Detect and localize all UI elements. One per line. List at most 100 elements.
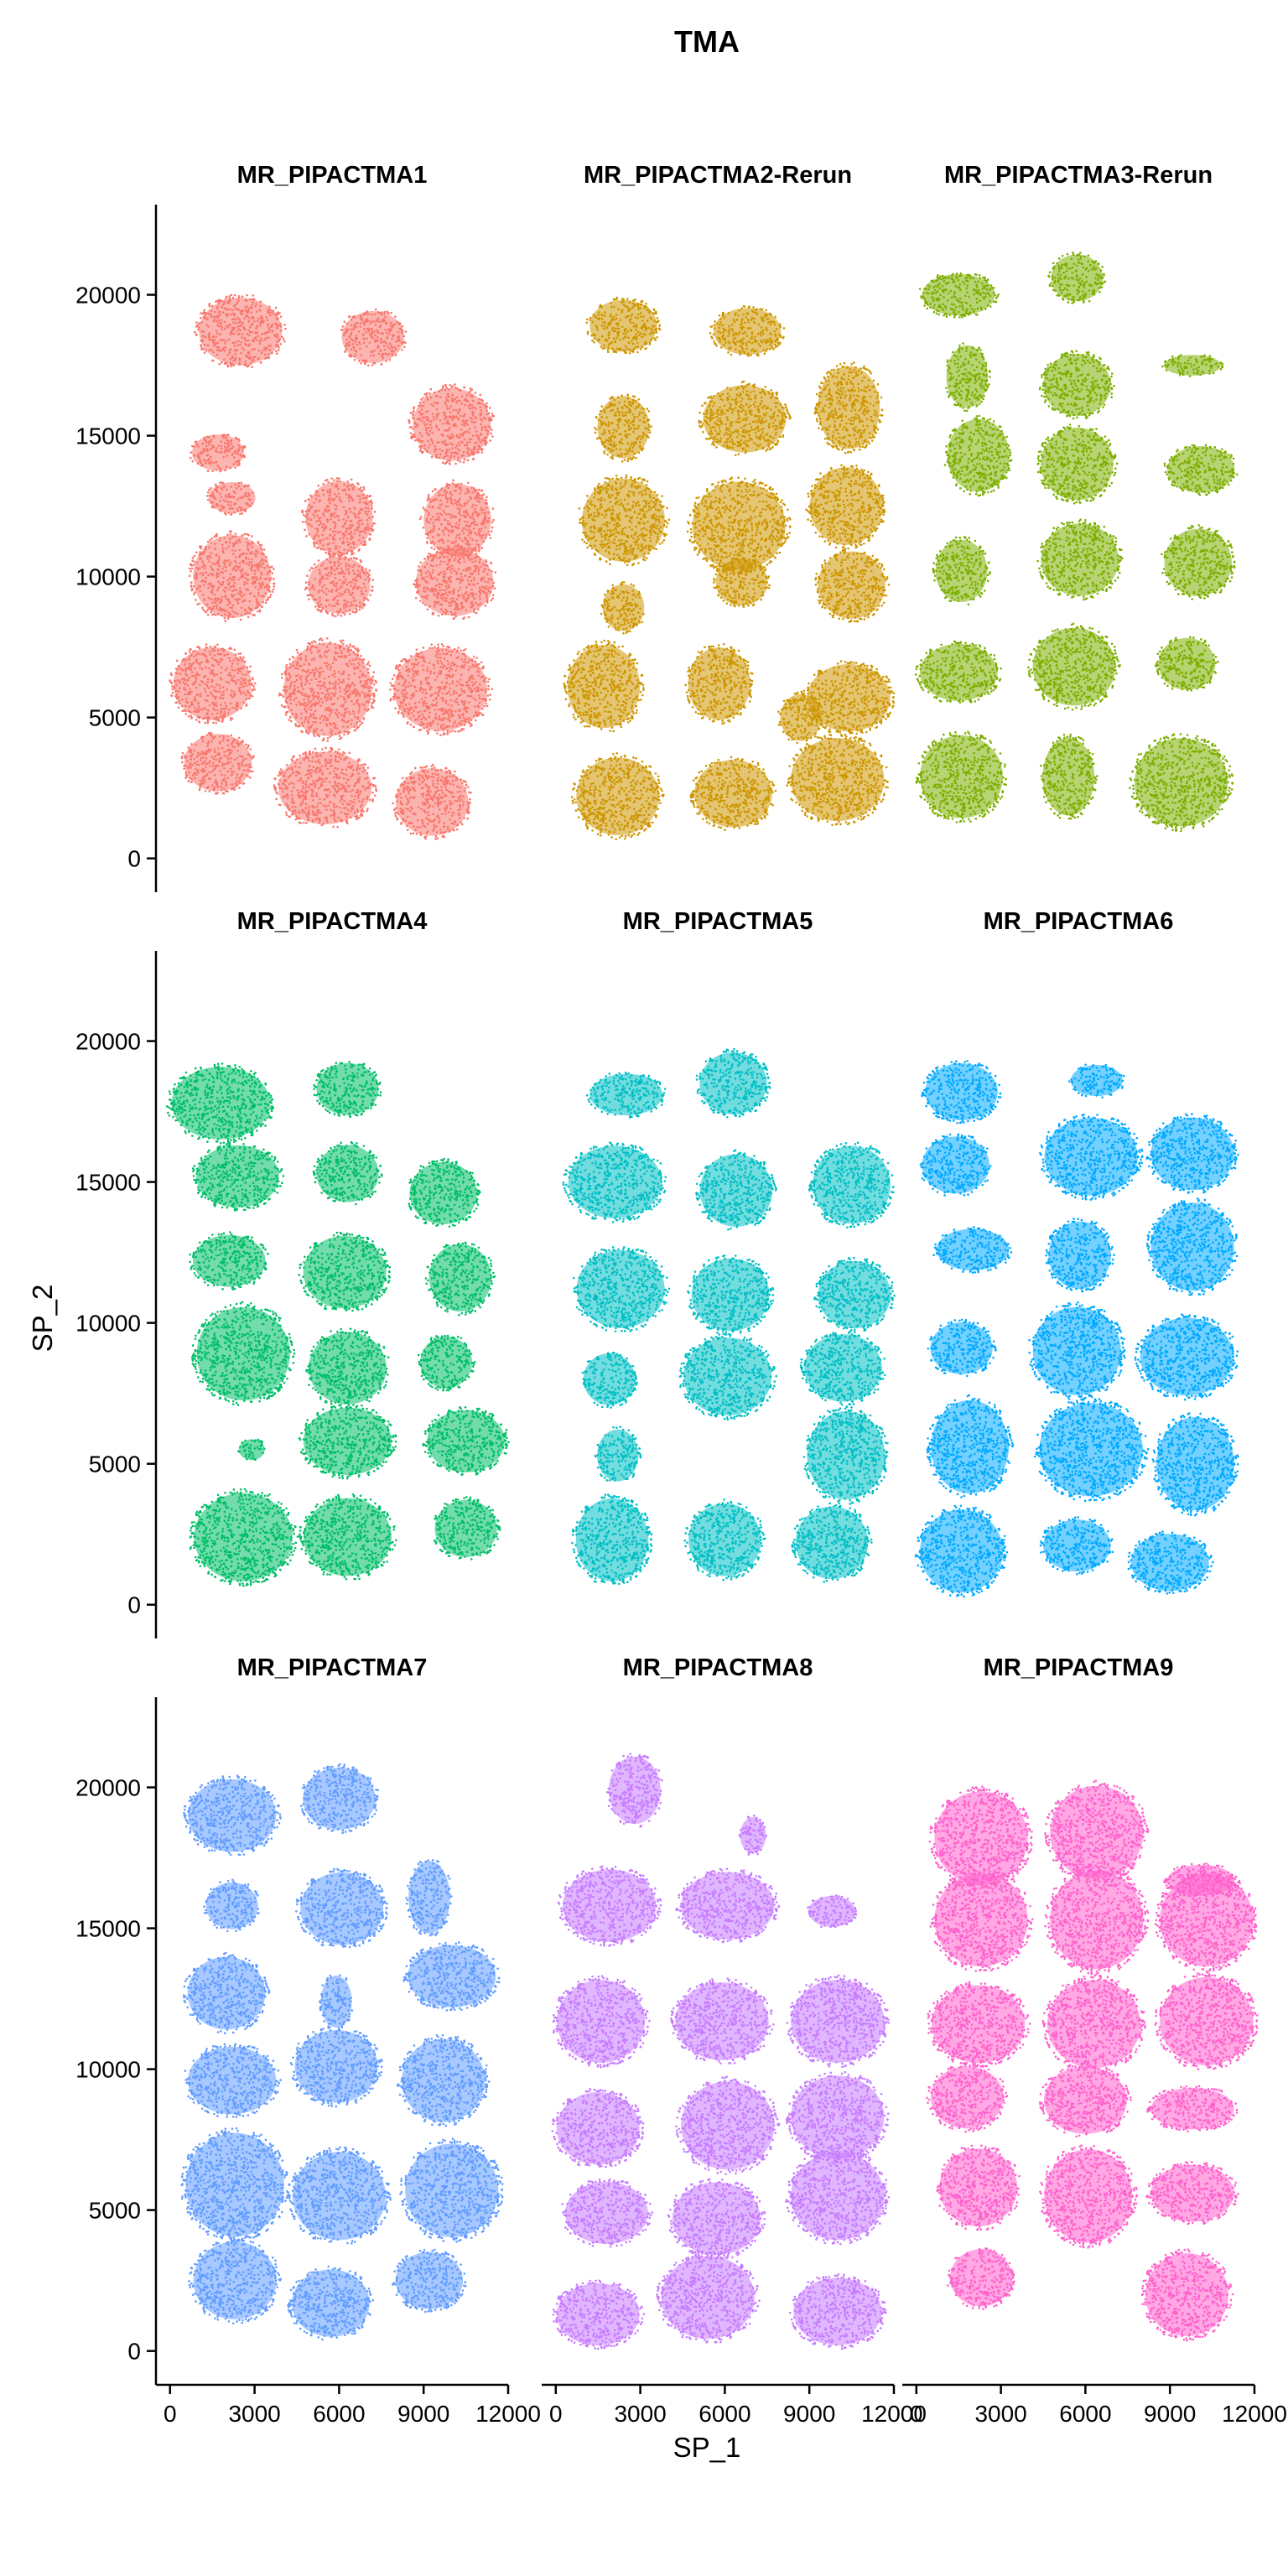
data-point bbox=[447, 429, 449, 432]
data-point bbox=[269, 314, 272, 317]
data-point bbox=[356, 528, 359, 531]
data-point bbox=[209, 449, 211, 451]
data-point bbox=[330, 515, 332, 517]
data-point bbox=[190, 457, 192, 460]
data-point bbox=[383, 345, 386, 348]
data-point bbox=[353, 543, 356, 545]
data-point bbox=[216, 607, 218, 610]
data-point bbox=[438, 441, 440, 444]
data-point bbox=[351, 332, 353, 335]
data-point bbox=[355, 353, 357, 356]
data-point bbox=[208, 489, 210, 491]
data-point bbox=[308, 499, 310, 501]
data-point bbox=[211, 563, 214, 565]
data-point bbox=[230, 314, 232, 316]
data-point bbox=[223, 308, 226, 310]
data-point bbox=[227, 501, 230, 503]
data-point bbox=[486, 506, 488, 509]
data-point bbox=[211, 305, 214, 308]
data-point bbox=[467, 500, 470, 502]
data-point bbox=[224, 445, 226, 448]
data-point bbox=[278, 346, 280, 349]
data-point bbox=[245, 572, 247, 574]
data-point bbox=[377, 336, 379, 339]
data-point bbox=[361, 543, 364, 546]
data-point bbox=[263, 567, 266, 569]
data-point bbox=[210, 565, 212, 568]
data-point bbox=[425, 427, 428, 429]
tissue-core bbox=[340, 309, 407, 366]
data-point bbox=[238, 363, 241, 366]
data-point bbox=[353, 506, 356, 509]
data-point bbox=[243, 509, 246, 512]
data-point bbox=[339, 480, 341, 483]
data-point bbox=[271, 311, 273, 314]
data-point bbox=[247, 315, 249, 318]
data-point bbox=[231, 590, 234, 593]
data-point bbox=[346, 541, 349, 543]
data-point bbox=[412, 417, 414, 419]
data-point bbox=[205, 336, 207, 339]
data-point bbox=[204, 351, 206, 354]
data-point bbox=[273, 313, 276, 315]
data-point bbox=[452, 529, 454, 532]
data-point bbox=[261, 566, 263, 569]
data-point bbox=[492, 507, 495, 510]
data-point bbox=[474, 532, 476, 534]
data-point bbox=[447, 540, 449, 543]
data-point bbox=[329, 533, 331, 536]
data-point bbox=[422, 527, 424, 529]
data-point bbox=[314, 535, 316, 538]
data-point bbox=[375, 324, 377, 326]
data-point bbox=[330, 528, 332, 531]
data-point bbox=[273, 588, 275, 590]
data-point bbox=[251, 569, 253, 572]
data-point bbox=[334, 516, 336, 518]
data-point bbox=[421, 408, 423, 411]
data-point bbox=[319, 500, 322, 502]
data-point bbox=[464, 459, 466, 461]
data-point bbox=[248, 345, 251, 347]
data-point bbox=[453, 435, 455, 438]
data-point bbox=[444, 455, 446, 458]
data-point bbox=[381, 355, 383, 357]
data-point bbox=[356, 322, 359, 325]
data-point bbox=[355, 514, 357, 517]
data-point bbox=[267, 308, 270, 310]
data-point bbox=[205, 441, 207, 444]
data-point bbox=[218, 573, 221, 575]
data-point bbox=[195, 599, 197, 601]
data-point bbox=[371, 525, 374, 527]
data-point bbox=[252, 546, 254, 548]
data-point bbox=[197, 329, 200, 331]
data-point bbox=[447, 399, 449, 402]
data-point bbox=[317, 531, 319, 533]
data-point bbox=[371, 336, 373, 339]
data-point bbox=[484, 404, 486, 407]
data-point bbox=[221, 306, 223, 309]
data-point bbox=[479, 512, 481, 515]
data-point bbox=[228, 302, 231, 304]
data-point bbox=[487, 512, 490, 514]
data-point bbox=[460, 402, 463, 405]
data-point bbox=[237, 325, 240, 328]
data-point bbox=[214, 489, 216, 491]
data-point bbox=[409, 412, 412, 414]
data-point bbox=[419, 432, 422, 434]
data-point bbox=[442, 510, 444, 512]
data-point bbox=[418, 445, 421, 448]
data-point bbox=[223, 507, 226, 510]
data-point bbox=[443, 533, 445, 536]
data-point bbox=[390, 322, 392, 325]
data-point bbox=[486, 409, 488, 412]
data-point bbox=[423, 506, 425, 509]
data-point bbox=[355, 516, 357, 518]
data-point bbox=[462, 433, 465, 435]
data-point bbox=[467, 542, 470, 544]
data-point bbox=[216, 330, 218, 332]
data-point bbox=[279, 343, 282, 345]
data-point bbox=[210, 349, 213, 351]
data-point bbox=[454, 543, 456, 545]
data-point bbox=[251, 331, 253, 334]
data-point bbox=[419, 418, 422, 420]
